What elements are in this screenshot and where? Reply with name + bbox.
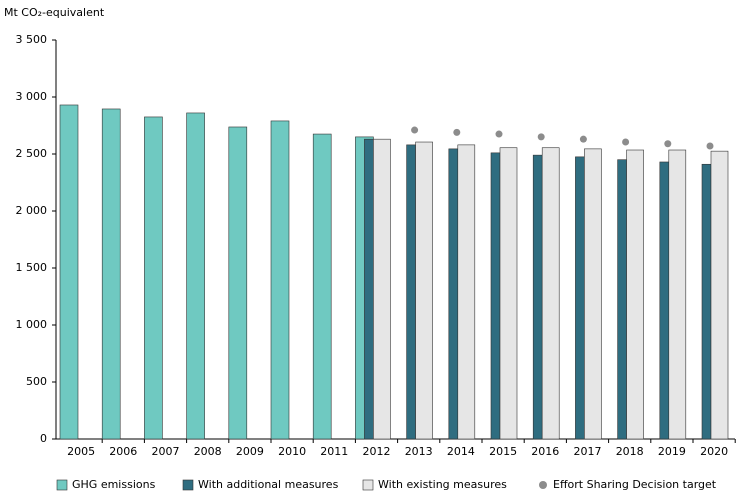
bar <box>668 149 687 440</box>
y-tick-label: 2 500 <box>16 147 48 160</box>
target-dot <box>706 142 714 150</box>
bar <box>626 149 644 440</box>
y-tick-label: 1 500 <box>16 261 48 274</box>
bar <box>575 156 585 440</box>
bar <box>312 133 332 440</box>
bar <box>228 126 248 440</box>
x-tick-label: 2013 <box>405 445 433 458</box>
bar <box>59 104 79 440</box>
x-tick-label: 2011 <box>320 445 348 458</box>
bar <box>364 138 374 440</box>
bar <box>406 144 416 440</box>
x-tick-label: 2009 <box>236 445 264 458</box>
bar <box>617 159 627 440</box>
y-tick-label: 2 000 <box>16 204 48 217</box>
legend-label: With existing measures <box>378 478 507 491</box>
legend-swatch <box>182 479 194 491</box>
bar <box>270 120 290 440</box>
x-tick-label: 2005 <box>67 445 95 458</box>
target-dot <box>579 135 587 143</box>
legend-swatch <box>362 479 374 491</box>
y-tick-label: 3 000 <box>16 90 48 103</box>
bar <box>541 147 560 440</box>
bar <box>448 148 459 440</box>
bar <box>101 108 121 440</box>
target-dot <box>453 128 461 136</box>
y-tick-label: 500 <box>26 375 47 388</box>
legend-label: Effort Sharing Decision target <box>553 478 717 491</box>
x-tick-label: 2015 <box>489 445 517 458</box>
bar <box>532 154 543 440</box>
x-tick-label: 2007 <box>152 445 180 458</box>
target-dot <box>664 140 672 148</box>
target-dot <box>537 133 545 141</box>
bar <box>186 112 205 440</box>
y-axis-label: Mt CO₂-equivalent <box>4 6 105 19</box>
x-tick-label: 2012 <box>363 445 391 458</box>
legend-label: With additional measures <box>198 478 339 491</box>
bar <box>457 144 476 440</box>
target-dot <box>411 126 419 134</box>
bar <box>701 163 712 440</box>
x-tick-label: 2017 <box>574 445 602 458</box>
y-tick-label: 3 500 <box>16 33 48 46</box>
x-tick-label: 2014 <box>447 445 475 458</box>
x-tick-label: 2008 <box>194 445 222 458</box>
target-dot <box>622 138 630 146</box>
x-tick-label: 2016 <box>531 445 559 458</box>
bar <box>415 141 433 440</box>
x-tick-label: 2006 <box>109 445 137 458</box>
bar <box>490 152 501 440</box>
bar <box>373 138 391 440</box>
bar <box>584 148 602 440</box>
legend-swatch <box>56 479 68 491</box>
y-tick-label: 1 000 <box>16 318 48 331</box>
bar <box>710 150 729 440</box>
legend-marker <box>539 481 547 489</box>
x-tick-label: 2020 <box>700 445 728 458</box>
bar <box>499 147 518 440</box>
target-dot <box>495 130 503 138</box>
x-tick-label: 2010 <box>278 445 306 458</box>
bar <box>659 161 670 440</box>
bar <box>144 116 163 440</box>
x-tick-label: 2019 <box>658 445 686 458</box>
y-tick-label: 0 <box>40 432 47 445</box>
legend-label: GHG emissions <box>72 478 156 491</box>
x-tick-label: 2018 <box>616 445 644 458</box>
